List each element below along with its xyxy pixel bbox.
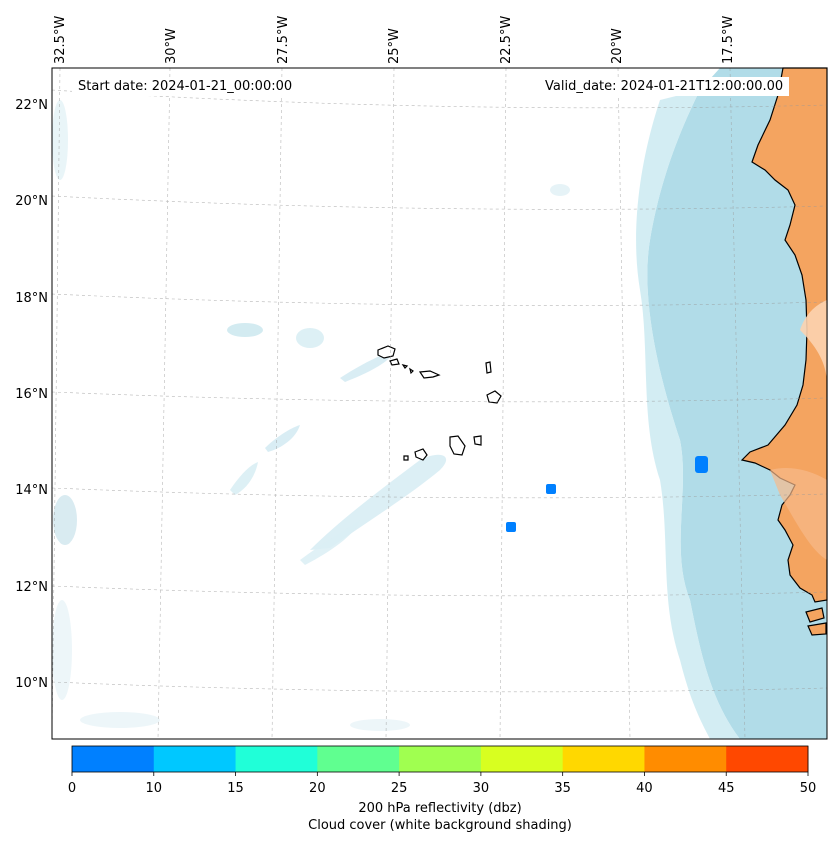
lat-label: 18°N bbox=[15, 291, 48, 306]
reflectivity-cell bbox=[506, 522, 516, 532]
colorbar-tick-label: 15 bbox=[227, 781, 244, 796]
colorbar-segment bbox=[562, 746, 645, 772]
colorbar bbox=[72, 746, 809, 772]
colorbar-tick-label: 45 bbox=[717, 781, 735, 796]
colorbar-subtitle: Cloud cover (white background shading) bbox=[308, 818, 572, 833]
lon-label: 30°W bbox=[164, 28, 179, 64]
valid-date-label: Valid_date: 2024-01-21T12:00:00.00 bbox=[539, 77, 790, 96]
reflectivity-cell bbox=[695, 456, 708, 473]
bijagos-islands bbox=[805, 607, 827, 636]
colorbar-tick-label: 50 bbox=[799, 781, 817, 796]
colorbar-segment bbox=[317, 746, 400, 772]
lon-label: 27.5°W bbox=[276, 15, 291, 64]
cape-verde-islands bbox=[377, 345, 502, 461]
colorbar-title: 200 hPa reflectivity (dbz) bbox=[358, 801, 522, 816]
graticule bbox=[51, 67, 828, 740]
lat-label: 14°N bbox=[15, 483, 48, 498]
colorbar-tick-label: 40 bbox=[636, 781, 653, 796]
colorbar-segment bbox=[72, 746, 155, 772]
lon-label: 20°W bbox=[610, 28, 625, 64]
colorbar-ticks bbox=[71, 772, 809, 776]
lon-label: 32.5°W bbox=[53, 15, 68, 64]
colorbar-tick-label: 25 bbox=[390, 781, 408, 796]
colorbar-frame bbox=[71, 745, 809, 773]
colorbar-tick-label: 20 bbox=[309, 781, 326, 796]
lat-label: 20°N bbox=[15, 194, 48, 209]
lon-label: 25°W bbox=[387, 28, 402, 64]
lat-label: 10°N bbox=[15, 676, 48, 691]
start-date-label: Start date: 2024-01-21_00:00:00 bbox=[72, 77, 299, 96]
colorbar-segment bbox=[644, 746, 727, 772]
cloud-cover-layer bbox=[52, 68, 827, 739]
lat-label: 22°N bbox=[15, 98, 48, 113]
colorbar-segment bbox=[153, 746, 237, 772]
africa-land bbox=[740, 67, 828, 603]
colorbar-tick-label: 0 bbox=[67, 781, 77, 796]
lat-label: 16°N bbox=[15, 387, 48, 402]
lon-label: 22.5°W bbox=[499, 15, 514, 64]
colorbar-segment bbox=[726, 746, 809, 772]
colorbar-segment bbox=[399, 746, 482, 772]
colorbar-tick-label: 30 bbox=[472, 781, 490, 796]
colorbar-tick-label: 35 bbox=[554, 781, 571, 796]
map-frame bbox=[51, 67, 828, 740]
reflectivity-cell bbox=[546, 484, 556, 494]
colorbar-segment bbox=[235, 746, 318, 772]
lon-label: 17.5°W bbox=[721, 15, 736, 64]
colorbar-segment bbox=[480, 746, 564, 772]
reflectivity-cells bbox=[506, 456, 708, 532]
lat-label: 12°N bbox=[15, 580, 48, 595]
colorbar-tick-label: 10 bbox=[145, 781, 163, 796]
